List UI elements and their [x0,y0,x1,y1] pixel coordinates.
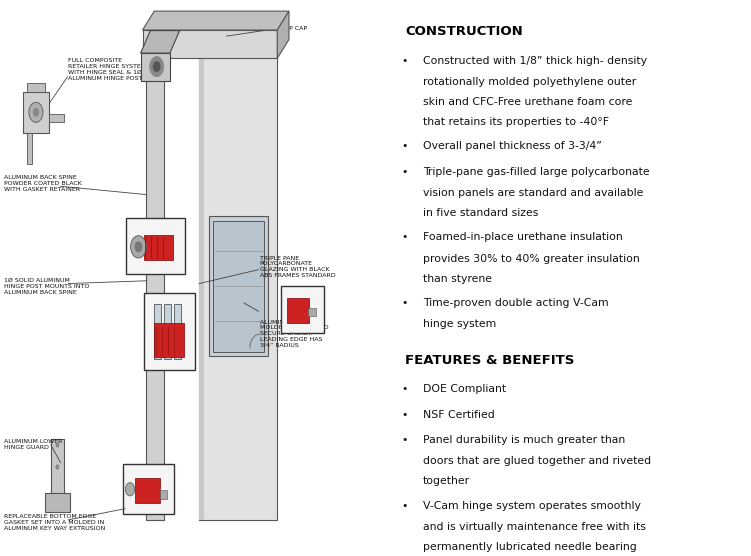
Text: skin and CFC-Free urethane foam core: skin and CFC-Free urethane foam core [423,97,632,107]
Text: •: • [401,298,408,308]
Text: NSF Certified: NSF Certified [423,410,495,420]
Bar [143,235,173,260]
Bar [287,298,309,323]
Bar [126,218,185,274]
Bar [144,292,195,370]
Text: permanently lubricated needle bearing: permanently lubricated needle bearing [423,542,637,552]
Bar [199,53,277,520]
Text: in five standard sizes: in five standard sizes [423,208,538,218]
Circle shape [33,108,39,117]
Text: •: • [401,384,408,394]
Text: vision panels are standard and available: vision panels are standard and available [423,188,644,198]
Circle shape [56,442,59,448]
Text: together: together [423,476,470,486]
Text: Constructed with 1/8” thick high- density: Constructed with 1/8” thick high- densit… [423,56,647,66]
Text: •: • [401,141,408,151]
Bar [123,464,173,514]
Text: Overall panel thickness of 3-3/4”: Overall panel thickness of 3-3/4” [423,141,602,151]
Circle shape [56,464,59,470]
Text: rotationally molded polyethylene outer: rotationally molded polyethylene outer [423,77,636,87]
Bar [199,53,204,520]
Bar [173,304,181,359]
Text: than styrene: than styrene [423,274,492,284]
Text: •: • [401,167,408,177]
Text: doors that are glued together and riveted: doors that are glued together and rivete… [423,456,651,466]
Text: •: • [401,501,408,511]
Text: ALUMINUM LOWER
HINGE GUARD: ALUMINUM LOWER HINGE GUARD [4,439,62,450]
Polygon shape [143,11,289,30]
Text: 1Ø SOLID ALUMINUM
HINGE POST MOUNTS INTO
ALUMINUM BACK SPINE: 1Ø SOLID ALUMINUM HINGE POST MOUNTS INTO… [4,278,89,295]
Text: •: • [401,232,408,242]
Polygon shape [277,11,289,58]
Text: FULL COMPOSITE
RETAILER HINGE SYSTEM
WITH HINGE SEAL & 1Ø SOLID
ALUMINUM HINGE P: FULL COMPOSITE RETAILER HINGE SYSTEM WIT… [68,58,164,81]
Text: that retains its properties to -40°F: that retains its properties to -40°F [423,117,609,127]
Bar [160,490,167,499]
Bar [143,30,277,58]
Text: ALUMINUM BACK SPINE
POWDER COATED BLACK
WITH GASKET RETAINER: ALUMINUM BACK SPINE POWDER COATED BLACK … [4,175,82,192]
Bar [213,221,264,352]
Bar [49,114,65,122]
Bar [154,304,161,359]
Text: and is virtually maintenance free with its: and is virtually maintenance free with i… [423,522,646,532]
Bar [23,92,49,133]
Text: Foamed-in-place urethane insulation: Foamed-in-place urethane insulation [423,232,623,242]
Circle shape [152,61,161,72]
Bar [27,133,32,164]
Text: DOE Compliant: DOE Compliant [423,384,506,394]
Bar [45,493,71,512]
Text: V-Cam hinge system operates smoothly: V-Cam hinge system operates smoothly [423,501,641,511]
Text: ALUMINUM KEYWAY
MOLDED IN PLACE TO
SECURE GASKET.
LEADING EDGE HAS
3/4” RADIUS: ALUMINUM KEYWAY MOLDED IN PLACE TO SECUR… [260,320,328,348]
Text: FEATURES & BENEFITS: FEATURES & BENEFITS [405,354,575,366]
Polygon shape [140,31,179,53]
Circle shape [131,236,146,258]
Bar [140,53,170,81]
Text: TRIPLE PANE
POLYCARBONATE
GLAZING WITH BLACK
ABS FRAMES STANDARD: TRIPLE PANE POLYCARBONATE GLAZING WITH B… [260,256,335,278]
Circle shape [149,57,164,77]
Text: Time-proven double acting V-Cam: Time-proven double acting V-Cam [423,298,608,308]
Bar [134,478,160,503]
Bar [164,304,171,359]
Circle shape [29,102,43,122]
Bar [51,439,65,495]
Text: •: • [401,410,408,420]
Bar [154,323,183,356]
Circle shape [134,241,143,252]
Text: Panel durability is much greater than: Panel durability is much greater than [423,435,626,445]
Bar [308,308,315,316]
Text: •: • [401,56,408,66]
Bar [146,53,164,520]
Bar [27,83,45,92]
Text: hinge system: hinge system [423,319,496,329]
Circle shape [125,483,134,496]
Text: provides 30% to 40% greater insulation: provides 30% to 40% greater insulation [423,254,640,264]
Text: REPLACEABLE BOTTOM EDGE
GASKET SET INTO A MOLDED IN
ALUMINUM KEY WAY EXTRUSION: REPLACEABLE BOTTOM EDGE GASKET SET INTO … [4,514,105,531]
Bar [281,286,324,333]
Text: CONSTRUCTION: CONSTRUCTION [405,25,523,38]
Text: Triple-pane gas-filled large polycarbonate: Triple-pane gas-filled large polycarbona… [423,167,650,177]
Bar [209,216,267,356]
Text: ABS TOP CAP: ABS TOP CAP [266,27,306,31]
Text: •: • [401,435,408,445]
